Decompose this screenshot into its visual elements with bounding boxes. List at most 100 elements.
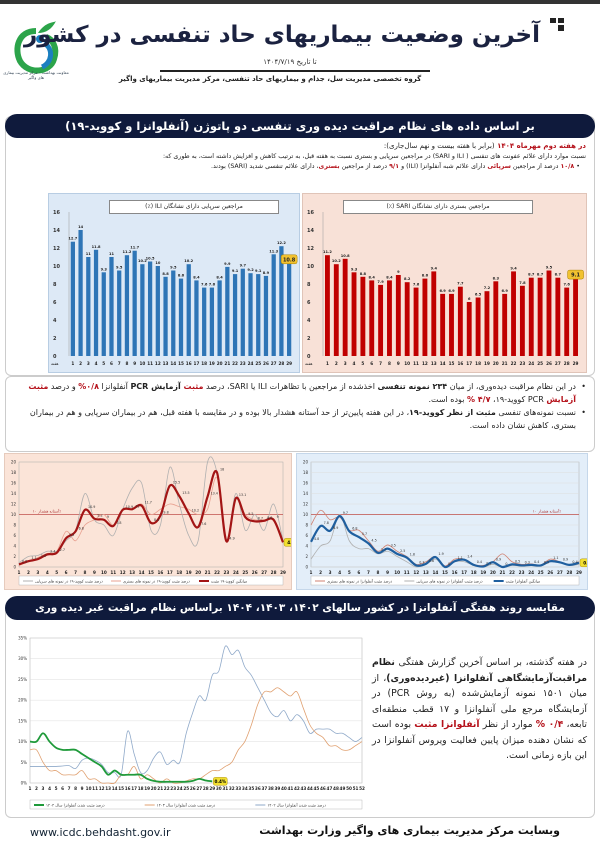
x-tick-label: 6 xyxy=(110,361,113,366)
x-tick-label: 5 xyxy=(361,361,364,366)
bar-value-label: 7.6 xyxy=(413,283,420,287)
point-label: 1.5 xyxy=(41,554,46,558)
flu-chart-panel: 0 2 4 6 8 10 12 14 16 18 20 1 2 3 4 5 6 7 8 9 10 11 12 13 14 15 16… xyxy=(296,453,595,590)
bar xyxy=(466,302,472,356)
bar xyxy=(342,258,348,356)
text-segment: بوده است. xyxy=(428,395,467,404)
series-line xyxy=(29,732,213,783)
x-tick-label: 8 xyxy=(377,570,380,575)
bar xyxy=(546,270,552,356)
y-tick-label: 20 xyxy=(11,460,17,465)
highlight-badge xyxy=(567,269,584,280)
x-tick-label: 11 xyxy=(147,361,153,366)
legend-box xyxy=(18,575,284,586)
x-tick-label: 1 xyxy=(29,786,32,791)
x-tick-label: 9 xyxy=(397,361,400,366)
bar xyxy=(78,230,83,356)
x-tick-label: 6 xyxy=(65,570,68,575)
x-tick-label: 7 xyxy=(379,361,382,366)
x-tick-label: 24 xyxy=(528,361,534,366)
x-tick-label: 19 xyxy=(144,786,150,791)
website-link[interactable]: www.icdc.behdasht.gov.ir xyxy=(30,826,171,839)
x-tick-label: 6 xyxy=(61,786,64,791)
point-label: 4.9 xyxy=(229,536,234,540)
bar-value-label: 8.6 xyxy=(422,274,429,278)
point-label: 1.8 xyxy=(410,553,415,557)
x-tick-label: 29 xyxy=(280,570,286,575)
bar-value-label: 9.5 xyxy=(170,266,177,270)
y-tick-label: 6 xyxy=(13,533,16,538)
x-tick-label: 2 xyxy=(319,570,322,575)
x-tick-label: 3 xyxy=(36,570,39,575)
bar xyxy=(369,280,375,356)
text-segment: آنفلوانزا xyxy=(98,382,131,391)
x-tick-label: 25 xyxy=(255,361,261,366)
point-label: 10.9 xyxy=(88,505,95,509)
y-tick-label: 16 xyxy=(53,210,60,216)
x-tick-label: 18 xyxy=(475,361,481,366)
bar-value-label: 8.3 xyxy=(493,276,500,280)
x-tick-label: 7 xyxy=(74,570,77,575)
section2-banner: مقایسه روند هفتگی آنفلوانزا در کشور ساله… xyxy=(5,596,595,638)
point-label: 15.5 xyxy=(173,481,180,485)
x-tick-label: 16 xyxy=(125,786,131,791)
x-tick-label: 11 xyxy=(110,570,116,575)
bar xyxy=(564,287,570,356)
x-tick-label: 19 xyxy=(480,570,486,575)
x-tick-label: 28 xyxy=(567,570,573,575)
x-tick-label: 27 xyxy=(271,361,277,366)
lab-surveillance-text: در هفته گذشته، بر اساس آخرین گزارش هفتگی… xyxy=(372,655,587,764)
bar-value-label: 9.1 xyxy=(255,269,262,273)
point-label: 5.5 xyxy=(69,533,74,537)
findings-list: در این نظام مراقبت دیده‌وری، از میان ۲۳۴… xyxy=(11,380,586,432)
point-label: 0.4 xyxy=(534,560,539,564)
x-tick-label: 8 xyxy=(74,786,77,791)
footer-caption: وبسایت مرکز مدیریت بیماری های واگیر وزار… xyxy=(259,824,560,837)
x-tick-label: 20 xyxy=(195,570,201,575)
bar xyxy=(422,278,428,356)
point-label: 0.5 xyxy=(515,559,520,563)
point-label: 9.5 xyxy=(248,512,253,516)
x-tick-label: 14 xyxy=(170,361,176,366)
x-tick-label: 8 xyxy=(84,570,87,575)
threshold-label: آستانه هشدار ۱۰٪ xyxy=(33,509,61,514)
legend-label: میانگین آنفلوانزا مثبت xyxy=(506,579,541,584)
x-tick-label: 17 xyxy=(167,570,173,575)
bar xyxy=(404,282,410,356)
x-tick-label: 24 xyxy=(248,361,254,366)
point-label: 13.4 xyxy=(211,492,218,496)
text-segment: ۰/۴ % xyxy=(535,719,564,730)
x-tick-label: 26 xyxy=(263,361,269,366)
y-tick-label: 5% xyxy=(21,760,28,765)
legend-label: درصد مثبت آنفلوانزا در نمونه های سرپایی xyxy=(416,579,483,584)
x-tick-label: 42 xyxy=(294,786,300,791)
text-segment: دارای علائم شبه آنفلوانزا (ILI) و xyxy=(399,163,488,170)
text-segment: در هفته دوم مهرماه ۱۴۰۴ xyxy=(494,142,586,150)
x-tick-label: 25 xyxy=(183,786,189,791)
bar xyxy=(440,293,446,356)
finding-covid: نسبت نمونه‌های تنفسی مثبت از نظر کووید-۱… xyxy=(11,406,586,432)
bar-value-label: 8.7 xyxy=(528,273,535,277)
y-tick-label: 6 xyxy=(53,300,57,306)
y-tick-label: 16 xyxy=(303,481,309,486)
bar-value-label: 7.6 xyxy=(201,283,208,287)
sari-bar-chart: 024681012141611.2110.2210.839.348.858.46… xyxy=(305,210,584,366)
point-label: 13.1 xyxy=(239,493,246,497)
x-tick-label: 5 xyxy=(55,570,58,575)
bar-value-label: 11 xyxy=(109,252,115,256)
bar-value-label: 9.2 xyxy=(247,268,254,272)
x-tick-label: 3 xyxy=(42,786,45,791)
point-label: 0.3 xyxy=(419,560,424,564)
y-tick-label: 25% xyxy=(18,677,27,682)
y-tick-label: 4 xyxy=(307,318,311,324)
text-segment: موارد از نظر xyxy=(479,719,536,730)
bar xyxy=(232,274,238,356)
x-tick-label: 5 xyxy=(102,361,105,366)
x-tick-label: 16 xyxy=(186,361,192,366)
x-tick-label: 9 xyxy=(81,786,84,791)
y-tick-label: 2 xyxy=(307,336,311,342)
x-tick-label: 15 xyxy=(178,361,184,366)
bar xyxy=(117,270,122,356)
text-segment: سرپائی xyxy=(487,163,511,170)
x-tick-label: 27 xyxy=(196,786,202,791)
